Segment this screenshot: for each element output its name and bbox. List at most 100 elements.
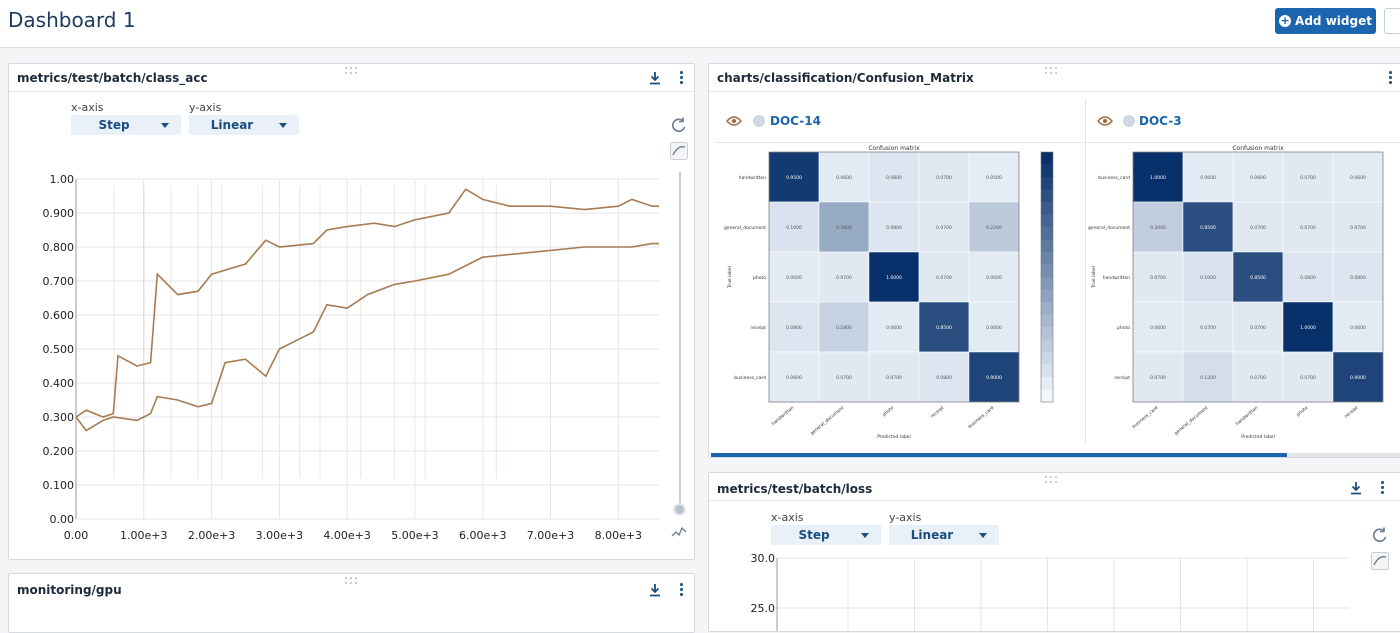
x-axis-title: Predicted label <box>877 434 910 440</box>
matrix-cell <box>818 151 870 203</box>
row-class-label: receipt <box>750 325 766 331</box>
cell-value-label: 0.0600 <box>986 325 1002 331</box>
cell-value-label: 0.9000 <box>1350 375 1366 381</box>
widget-menu-icon[interactable] <box>679 583 683 597</box>
widget-header: charts/classification/Confusion_Matrix <box>709 64 1400 92</box>
x-tick-label: 2.00e+3 <box>188 529 235 542</box>
widget-loss: metrics/test/batch/loss x-axis y-axis St… <box>708 472 1400 632</box>
widget-gpu: monitoring/gpu <box>8 573 695 633</box>
drag-handle-icon[interactable] <box>1045 67 1059 77</box>
y-tick-label: 0.900 <box>43 207 75 220</box>
matrix-cell <box>1232 151 1284 203</box>
smoothing-icon[interactable] <box>1371 552 1389 570</box>
y-tick-label: 30.0 <box>751 552 776 565</box>
cell-value-label: 0.0700 <box>936 175 952 181</box>
more-options-button[interactable] <box>1384 8 1400 34</box>
y-axis-label: y-axis <box>189 101 222 114</box>
cell-value-label: 0.0700 <box>1350 225 1366 231</box>
eye-icon[interactable] <box>1097 116 1113 126</box>
colorbar-segment <box>1041 202 1053 215</box>
reset-zoom-icon[interactable] <box>670 116 688 134</box>
cell-value-label: 0.0600 <box>1350 325 1366 331</box>
drag-handle-icon[interactable] <box>345 67 359 77</box>
reset-zoom-icon[interactable] <box>1371 526 1389 544</box>
experiment-pane-doc-3: DOC-3 Confusion matrix 1.0000 0.0600 0.0600… <box>1087 99 1399 444</box>
confusion-matrix-chart: Confusion matrix 0.9500 0.0600 0.0800 0.0700… <box>724 145 1054 440</box>
matrix-cell <box>918 251 970 303</box>
cell-value-label: 0.0700 <box>1300 225 1316 231</box>
widget-confusion-matrix: charts/classification/Confusion_Matrix D… <box>708 63 1400 458</box>
drag-handle-icon[interactable] <box>345 577 359 587</box>
colorbar-segment <box>1041 177 1053 190</box>
matrix-cell <box>968 251 1020 303</box>
x-axis-select[interactable]: Step <box>771 525 881 545</box>
cell-value-label: 0.0700 <box>1200 325 1216 331</box>
row-class-label: photo <box>753 275 766 281</box>
vertical-slider-track[interactable] <box>679 172 681 508</box>
matrix-frame <box>768 151 1020 403</box>
smoothing-icon[interactable] <box>670 142 688 160</box>
widget-menu-icon[interactable] <box>679 71 683 85</box>
y-tick-label: 25.0 <box>751 602 776 615</box>
cell-value-label: 0.0600 <box>1150 325 1166 331</box>
cell-value-label: 0.0800 <box>886 225 902 231</box>
colorbar-segment <box>1041 277 1053 290</box>
class-acc-chart[interactable]: 1.00 0.900 0.800 0.700 0.600 0.500 0.400 0.300 0… <box>9 119 669 549</box>
cell-value-label: 0.0700 <box>936 275 952 281</box>
widget-header: metrics/test/batch/class_acc <box>9 64 694 92</box>
cell-value-label: 0.9500 <box>786 175 802 181</box>
horizontal-scrollbar-thumb[interactable] <box>711 453 1287 457</box>
experiment-color-dot[interactable] <box>1123 115 1135 127</box>
y-axis-title: True label <box>727 266 733 289</box>
matrix-cell <box>1332 301 1384 353</box>
matrix-cell <box>818 251 870 303</box>
column-class-label: receipt <box>929 405 945 420</box>
column-class-label: handwritten <box>771 405 796 427</box>
widget-menu-icon[interactable] <box>1388 71 1392 85</box>
download-icon[interactable] <box>649 583 661 597</box>
loss-chart[interactable]: 30.0 25.0 <box>709 551 1349 632</box>
x-axis-select[interactable]: Step <box>71 115 181 135</box>
x-axis-label: x-axis <box>771 511 804 524</box>
add-widget-label: Add widget <box>1295 14 1372 28</box>
log-scale-icon[interactable] <box>670 523 688 541</box>
cell-value-label: 0.0700 <box>1250 375 1266 381</box>
download-icon[interactable] <box>649 71 661 85</box>
y-tick-label: 0.400 <box>43 377 75 390</box>
row-class-label: general_document <box>1088 225 1130 231</box>
widget-title: metrics/test/batch/loss <box>717 482 873 496</box>
cell-value-label: 0.0800 <box>1300 275 1316 281</box>
cell-value-label: 0.0700 <box>1150 375 1166 381</box>
cell-value-label: 0.0800 <box>886 175 902 181</box>
cell-value-label: 0.8500 <box>1250 275 1266 281</box>
experiment-name[interactable]: DOC-14 <box>770 114 821 128</box>
colorbar-segment <box>1041 314 1053 328</box>
colorbar-segment <box>1041 164 1053 178</box>
y-axis-select[interactable]: Linear <box>889 525 999 545</box>
cell-value-label: 0.0600 <box>986 275 1002 281</box>
column-class-label: general_document <box>809 405 845 437</box>
colorbar-segment <box>1041 339 1053 353</box>
column-class-label: photo <box>881 405 895 418</box>
row-class-label: handwritten <box>739 175 766 181</box>
cell-value-label: 0.0700 <box>1300 175 1316 181</box>
drag-handle-icon[interactable] <box>1045 476 1059 486</box>
x-axis-select-value: Step <box>98 118 130 132</box>
colorbar-segment <box>1041 289 1053 303</box>
cell-value-label: 0.0600 <box>786 275 802 281</box>
experiment-name[interactable]: DOC-3 <box>1139 114 1182 128</box>
y-axis-select[interactable]: Linear <box>189 115 299 135</box>
colorbar-segment <box>1041 377 1053 390</box>
eye-icon[interactable] <box>726 116 742 126</box>
experiment-color-dot[interactable] <box>753 115 765 127</box>
vertical-slider-handle[interactable] <box>673 503 686 516</box>
add-widget-button[interactable]: + Add widget <box>1275 8 1376 34</box>
widget-menu-icon[interactable] <box>1380 481 1384 495</box>
cell-value-label: 0.0600 <box>1250 175 1266 181</box>
series-line-2 <box>75 242 659 432</box>
matrix-cell <box>768 201 820 253</box>
matrix-cell <box>1182 201 1234 253</box>
top-bar: Dashboard 1 + Add widget <box>0 0 1400 48</box>
download-icon[interactable] <box>1350 481 1362 495</box>
matrix-cell <box>1232 301 1284 353</box>
